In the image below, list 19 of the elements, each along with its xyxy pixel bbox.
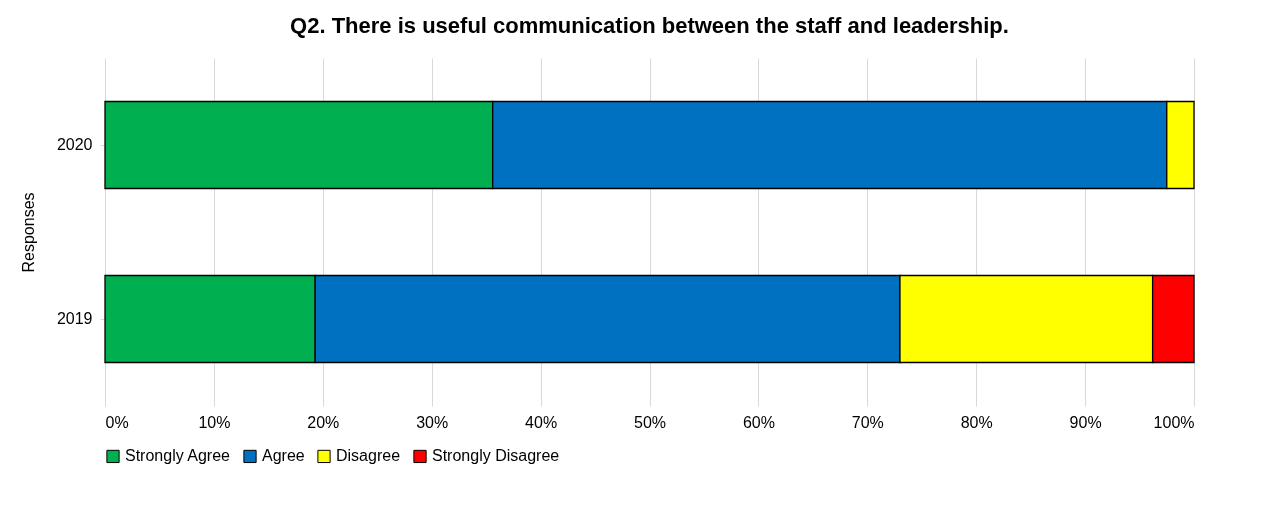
- x-tick-label: 50%: [633, 413, 667, 431]
- chart-title: Q2. There is useful communication between the staff and leadership.: [290, 13, 1009, 38]
- legend-label: Strongly Agree: [125, 447, 231, 465]
- x-tick-label: 40%: [525, 413, 558, 431]
- x-tick-label: 0%: [105, 413, 129, 431]
- legend-label: Strongly Disagree: [432, 447, 560, 465]
- y-tick-label: 2020: [56, 136, 93, 153]
- x-tick-label: 30%: [416, 413, 449, 431]
- legend-label: Disagree: [336, 447, 401, 465]
- x-tick-label: 70%: [851, 413, 884, 431]
- x-tick-label: 80%: [960, 413, 993, 431]
- x-tick-label: 60%: [742, 413, 775, 431]
- y-tick-label: 2019: [56, 310, 93, 327]
- x-tick-label: 100%: [1153, 413, 1195, 431]
- x-tick-label: 90%: [1069, 413, 1102, 431]
- legend-label: Agree: [262, 447, 305, 465]
- y-axis-title: Responses: [19, 192, 37, 273]
- x-tick-label: 10%: [198, 413, 231, 431]
- x-tick-label: 20%: [307, 413, 340, 431]
